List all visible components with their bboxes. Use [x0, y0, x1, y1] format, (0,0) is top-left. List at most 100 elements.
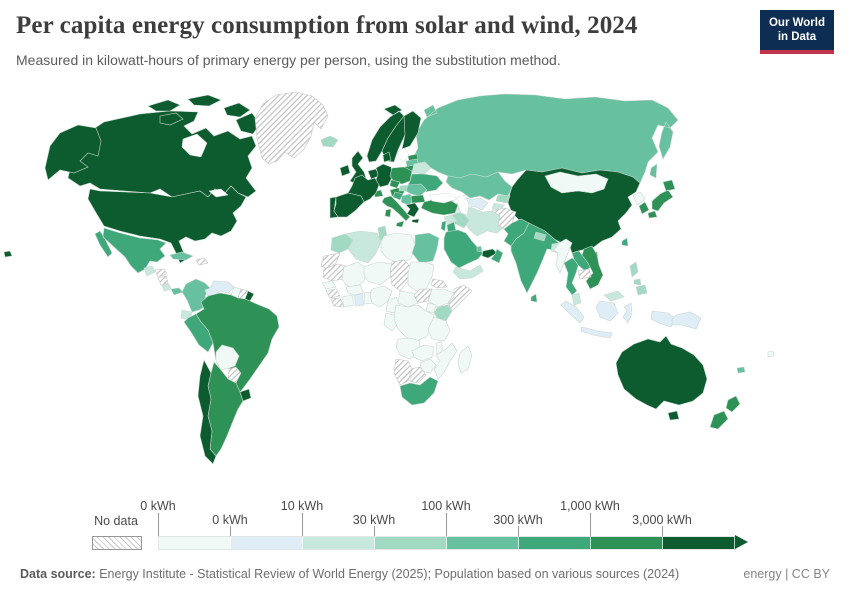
country-burkina-faso[interactable]: [345, 284, 365, 296]
country-honduras[interactable]: [154, 268, 168, 278]
country-botswana[interactable]: [409, 366, 427, 384]
country-kazakhstan[interactable]: [445, 171, 513, 201]
country-zambia[interactable]: [411, 344, 435, 362]
legend-segment[interactable]: [591, 537, 663, 549]
country-finland[interactable]: [401, 110, 422, 150]
country-papua-new-guinea[interactable]: [671, 311, 702, 330]
legend-tick: [446, 513, 447, 536]
country-new-zealand[interactable]: [709, 395, 741, 430]
country-somalia[interactable]: [447, 284, 473, 312]
country-united-states[interactable]: [87, 185, 247, 264]
country-myanmar[interactable]: [553, 238, 573, 274]
country-bulgaria[interactable]: [410, 194, 426, 204]
country-taiwan[interactable]: [621, 237, 629, 247]
country-greece[interactable]: [405, 202, 420, 224]
legend-segment[interactable]: [447, 537, 519, 549]
country-japan[interactable]: [647, 179, 676, 219]
owid-logo[interactable]: Our World in Data: [759, 10, 834, 54]
country-liberia[interactable]: [330, 297, 345, 308]
country-oman[interactable]: [490, 248, 504, 264]
country-ghana[interactable]: [353, 293, 365, 307]
country-panama[interactable]: [170, 287, 184, 296]
country-south-korea[interactable]: [638, 201, 650, 215]
country-saudi-arabia[interactable]: [443, 229, 484, 269]
country-australia[interactable]: [615, 335, 708, 421]
country-namibia[interactable]: [393, 358, 413, 386]
country-cambodia[interactable]: [577, 268, 592, 280]
country-vietnam[interactable]: [581, 245, 604, 290]
country-fiji[interactable]: [767, 350, 775, 358]
country-venezuela[interactable]: [204, 280, 235, 297]
legend-no-data-swatch[interactable]: [92, 536, 142, 550]
country-egypt[interactable]: [411, 232, 440, 264]
country-croatia[interactable]: [392, 191, 404, 201]
country-hispaniola[interactable]: [195, 257, 209, 266]
country-guatemala[interactable]: [143, 265, 156, 277]
country-ivory-coast[interactable]: [341, 294, 355, 308]
country-italy[interactable]: [381, 195, 411, 228]
legend-segment[interactable]: [519, 537, 591, 549]
country-niger[interactable]: [363, 261, 393, 286]
country-costa-rica[interactable]: [161, 283, 172, 292]
country-denmark[interactable]: [382, 151, 392, 163]
country-malaysia[interactable]: [571, 290, 625, 306]
legend-segment[interactable]: [375, 537, 447, 549]
country-bolivia[interactable]: [215, 344, 240, 371]
country-guinea[interactable]: [325, 288, 341, 299]
country-kyrgyzstan[interactable]: [495, 194, 511, 204]
country-north-korea[interactable]: [632, 191, 646, 206]
data-source-label: Data source:: [20, 567, 96, 581]
country-libya[interactable]: [380, 232, 416, 264]
country-india[interactable]: [510, 222, 560, 294]
country-indonesia[interactable]: [560, 300, 677, 339]
country-uae[interactable]: [481, 248, 498, 259]
country-chad[interactable]: [389, 259, 412, 292]
country-sudan[interactable]: [407, 261, 435, 292]
country-yemen[interactable]: [452, 264, 484, 280]
country-chile[interactable]: [197, 359, 217, 465]
country-qatar[interactable]: [476, 245, 483, 253]
country-mozambique[interactable]: [433, 342, 458, 380]
legend-segment[interactable]: [303, 537, 375, 549]
country-serbia[interactable]: [400, 193, 415, 206]
country-mexico[interactable]: [94, 227, 167, 274]
country-algeria[interactable]: [344, 230, 382, 264]
legend-tick: [230, 526, 231, 536]
country-belarus[interactable]: [411, 161, 432, 175]
country-uruguay[interactable]: [239, 388, 252, 402]
country-greenland[interactable]: [254, 91, 329, 165]
country-spain[interactable]: [333, 192, 365, 218]
country-united-states-hawaii[interactable]: [3, 250, 13, 258]
country-poland[interactable]: [389, 166, 413, 185]
country-canada[interactable]: [67, 94, 261, 198]
country-south-africa[interactable]: [399, 376, 439, 406]
license-note[interactable]: energy | CC BY: [743, 567, 830, 581]
country-peru[interactable]: [183, 313, 214, 353]
country-new-caledonia[interactable]: [736, 366, 746, 374]
country-paraguay[interactable]: [227, 366, 242, 384]
country-germany[interactable]: [375, 163, 394, 188]
country-russia[interactable]: [411, 93, 679, 184]
legend-segment[interactable]: [663, 537, 735, 549]
country-philippines[interactable]: [629, 261, 648, 296]
country-ireland[interactable]: [339, 164, 351, 177]
world-choropleth-map: [3, 91, 775, 465]
country-mongolia[interactable]: [544, 171, 609, 194]
legend-segment[interactable]: [159, 537, 231, 549]
country-israel[interactable]: [440, 220, 447, 232]
country-united-states-alaska[interactable]: [44, 124, 102, 181]
country-nigeria[interactable]: [369, 285, 393, 308]
country-madagascar[interactable]: [457, 345, 473, 374]
country-nicaragua[interactable]: [157, 275, 169, 286]
country-sri-lanka[interactable]: [530, 293, 538, 303]
country-cuba[interactable]: [169, 251, 194, 261]
country-iran[interactable]: [461, 207, 506, 237]
country-tanzania[interactable]: [427, 316, 451, 342]
country-nepal[interactable]: [533, 231, 547, 242]
country-south-sudan[interactable]: [413, 288, 433, 304]
country-eritrea[interactable]: [430, 278, 448, 289]
legend-segment[interactable]: [231, 537, 303, 549]
country-senegal[interactable]: [321, 280, 337, 290]
country-syria[interactable]: [443, 214, 458, 226]
country-iceland[interactable]: [320, 135, 339, 148]
